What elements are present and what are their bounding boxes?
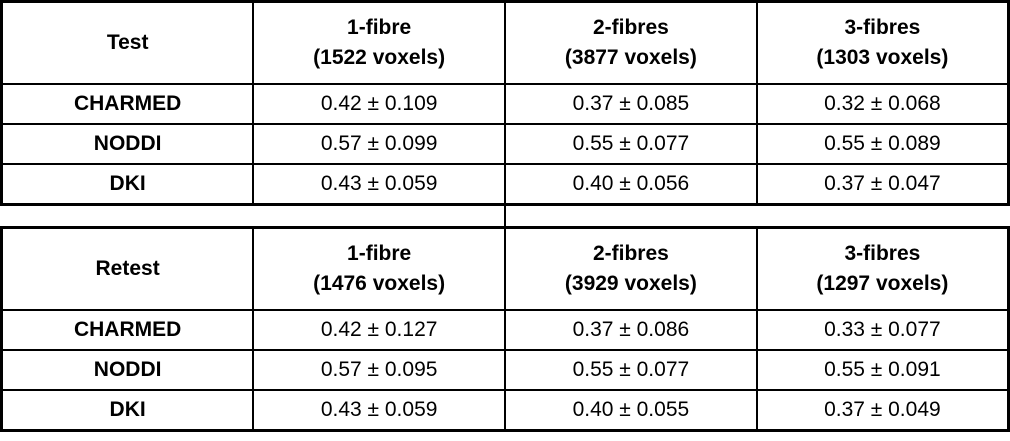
header-line1: 1-fibre [347,241,412,265]
value-cell: 0.37 ± 0.085 [504,83,758,125]
header-line2: (1297 voxels) [816,272,949,295]
retest-header-2-fibres: 2-fibres (3929 voxels) [504,226,758,311]
row-label: DKI [0,389,255,432]
retest-row-charmed: CHARMED 0.42 ± 0.127 0.37 ± 0.086 0.33 ±… [0,309,1010,351]
test-header-2-fibres: 2-fibres (3877 voxels) [504,0,758,85]
header-line1: 2-fibres [592,15,669,39]
header-line2: (1303 voxels) [816,46,949,69]
value-cell: 0.33 ± 0.077 [755,309,1010,351]
value-cell: 0.40 ± 0.056 [504,163,758,206]
test-table-title: Test [0,0,255,85]
retest-row-noddi: NODDI 0.57 ± 0.095 0.55 ± 0.077 0.55 ± 0… [0,349,1010,391]
header-line2: (1476 voxels) [313,272,446,295]
value-cell: 0.43 ± 0.059 [252,163,506,206]
retest-header-row: Retest 1-fibre (1476 voxels) 2-fibres (3… [0,226,1010,311]
test-table: Test 1-fibre (1522 voxels) 2-fibres (387… [0,0,1010,206]
value-cell: 0.55 ± 0.077 [504,349,758,391]
table-gap [0,206,1010,226]
value-cell: 0.57 ± 0.099 [252,123,506,165]
row-label: CHARMED [0,83,255,125]
value-cell: 0.40 ± 0.055 [504,389,758,432]
value-cell: 0.37 ± 0.047 [755,163,1010,206]
retest-row-dki: DKI 0.43 ± 0.059 0.40 ± 0.055 0.37 ± 0.0… [0,389,1010,432]
header-line2: (1522 voxels) [313,46,446,69]
value-cell: 0.32 ± 0.068 [755,83,1010,125]
value-cell: 0.43 ± 0.059 [252,389,506,432]
value-cell: 0.55 ± 0.089 [755,123,1010,165]
test-header-3-fibres: 3-fibres (1303 voxels) [755,0,1010,85]
center-divider-line [504,206,506,226]
retest-header-3-fibres: 3-fibres (1297 voxels) [755,226,1010,311]
test-header-row: Test 1-fibre (1522 voxels) 2-fibres (387… [0,0,1010,85]
retest-table-title: Retest [0,226,255,311]
value-cell: 0.42 ± 0.127 [252,309,506,351]
header-line2: (3929 voxels) [564,272,697,295]
value-cell: 0.55 ± 0.091 [755,349,1010,391]
retest-header-1-fibre: 1-fibre (1476 voxels) [252,226,506,311]
value-cell: 0.55 ± 0.077 [504,123,758,165]
test-row-dki: DKI 0.43 ± 0.059 0.40 ± 0.056 0.37 ± 0.0… [0,163,1010,206]
row-label: CHARMED [0,309,255,351]
header-line2: (3877 voxels) [564,46,697,69]
test-header-1-fibre: 1-fibre (1522 voxels) [252,0,506,85]
value-cell: 0.57 ± 0.095 [252,349,506,391]
row-label: NODDI [0,349,255,391]
test-row-noddi: NODDI 0.57 ± 0.099 0.55 ± 0.077 0.55 ± 0… [0,123,1010,165]
header-line1: 2-fibres [592,241,669,265]
value-cell: 0.37 ± 0.049 [755,389,1010,432]
row-label: DKI [0,163,255,206]
header-line1: 3-fibres [844,241,921,265]
header-line1: 3-fibres [844,15,921,39]
header-line1: 1-fibre [347,15,412,39]
retest-table: Retest 1-fibre (1476 voxels) 2-fibres (3… [0,226,1010,432]
value-cell: 0.37 ± 0.086 [504,309,758,351]
value-cell: 0.42 ± 0.109 [252,83,506,125]
test-row-charmed: CHARMED 0.42 ± 0.109 0.37 ± 0.085 0.32 ±… [0,83,1010,125]
row-label: NODDI [0,123,255,165]
